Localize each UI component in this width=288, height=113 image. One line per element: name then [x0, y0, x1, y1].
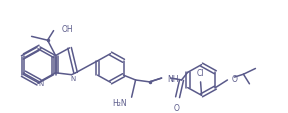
Text: NH: NH [168, 74, 179, 83]
Text: O: O [174, 103, 179, 112]
Text: OH: OH [62, 25, 73, 34]
Text: N: N [70, 75, 75, 81]
Text: O: O [232, 74, 237, 83]
Text: N: N [38, 81, 43, 87]
Text: H₂N: H₂N [112, 99, 127, 107]
Text: Cl: Cl [197, 68, 204, 77]
